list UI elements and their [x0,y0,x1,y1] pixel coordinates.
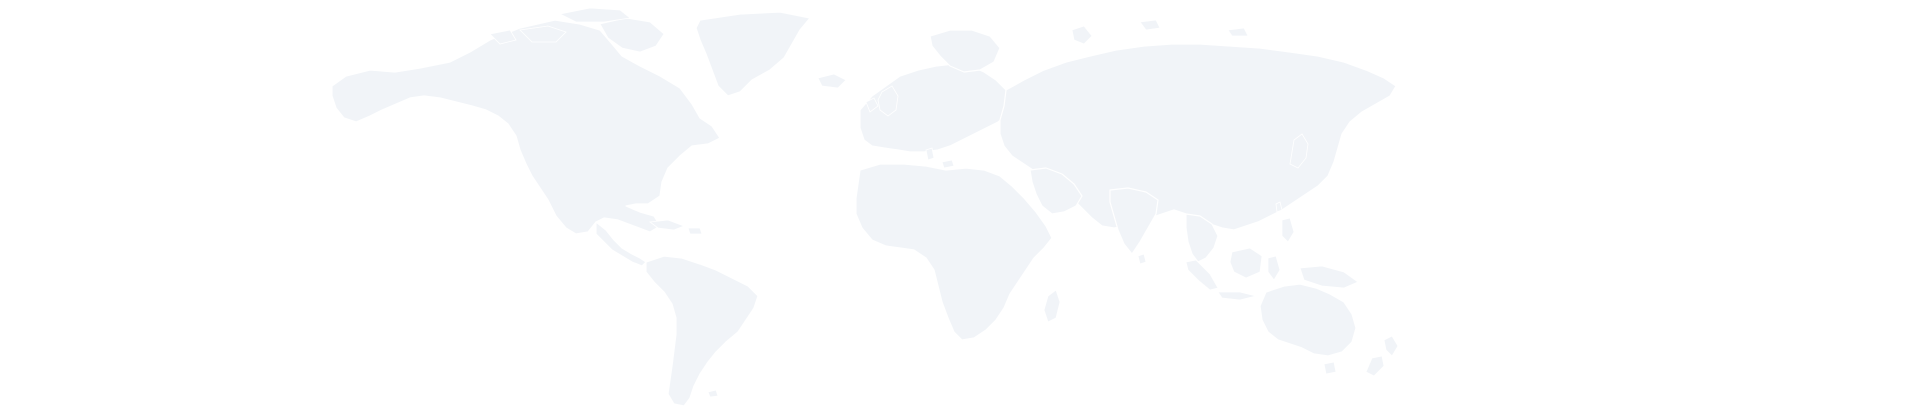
island-sri-lanka [1137,253,1147,265]
region-scandinavia [929,29,1001,73]
continent-north-america [331,19,721,235]
island-sardinia [925,147,935,161]
island-taiwan [1275,201,1283,213]
region-arabian-peninsula [1029,167,1083,215]
island-sulawesi [1267,255,1281,281]
region-central-america [595,221,647,267]
island-sumatra [1185,259,1219,291]
continent-south-america [645,255,759,407]
island-new-zealand-south [1365,355,1385,377]
island-banks [489,29,517,45]
continent-australia [1259,283,1357,357]
continent-greenland [695,11,811,97]
island-new-guinea [1299,265,1359,289]
island-cuba [648,219,686,231]
continent-africa [855,163,1053,341]
island-japan [1289,133,1309,169]
region-india [1109,187,1159,255]
island-baffin [599,17,665,53]
continent-europe [859,63,1013,153]
island-hispaniola [687,227,703,235]
island-novaya-zemlya [1071,25,1093,45]
island-ireland [865,97,879,113]
island-iceland [817,73,847,89]
island-madagascar [1043,289,1061,323]
island-tasmania [1323,361,1337,375]
island-victoria [519,25,567,43]
region-southeast-asia [1185,213,1219,263]
island-sicily [941,159,955,169]
island-falklands [707,389,719,398]
island-great-britain [877,85,899,117]
island-new-siberian [1227,27,1249,37]
island-java [1217,291,1257,301]
island-philippines [1281,217,1295,243]
island-new-zealand-north [1383,335,1399,357]
island-severnaya-zemlya [1139,19,1161,31]
island-ellesmere [558,7,631,23]
island-borneo [1229,247,1263,279]
